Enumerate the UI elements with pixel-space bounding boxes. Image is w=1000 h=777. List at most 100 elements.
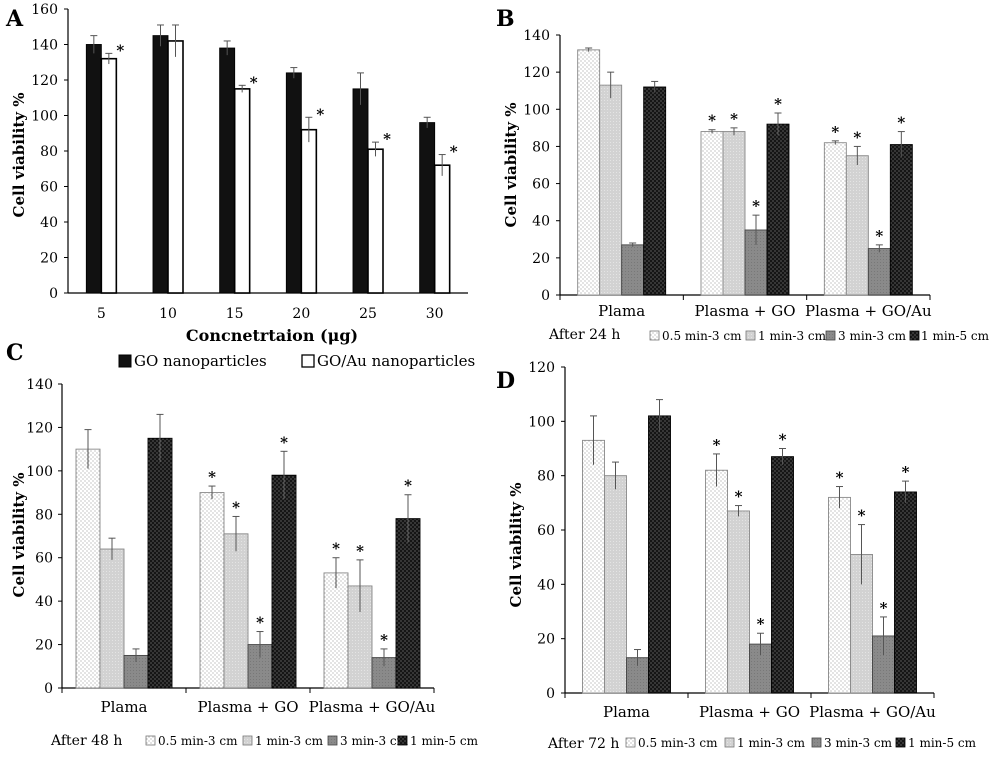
significance-star: *: [779, 431, 787, 449]
significance-star: *: [757, 615, 765, 633]
significance-star: *: [450, 143, 458, 161]
category-label: 10: [159, 306, 177, 322]
significance-star: *: [730, 110, 738, 128]
legend-c: 0.5 min-3 cm 1 min-3 cm 3 min-3 cm 1 min…: [145, 734, 479, 748]
legend-label-c-0: 0.5 min-3 cm: [158, 734, 238, 748]
y-tick-label: 80: [537, 469, 555, 485]
legend-label-c-3: 1 min-5 cm: [410, 734, 479, 748]
significance-star: *: [831, 123, 839, 141]
significance-star: *: [774, 95, 782, 113]
y-tick-label: 100: [528, 414, 555, 430]
bar: [223, 533, 249, 689]
y-axis-label-d: Cell viability %: [507, 483, 525, 608]
y-tick-label: 100: [26, 464, 53, 480]
bar: [285, 72, 302, 294]
bar: [582, 439, 605, 694]
bar: [705, 469, 728, 694]
y-tick-label: 0: [49, 286, 58, 302]
significance-star: *: [897, 114, 905, 132]
significance-star: *: [256, 614, 264, 632]
bar: [100, 57, 118, 294]
bar: [722, 131, 746, 296]
significance-star: *: [708, 112, 716, 130]
legend-swatch-b-2: [825, 330, 836, 341]
bar: [766, 123, 790, 296]
category-label: 5: [97, 306, 106, 322]
y-tick-label: 140: [523, 28, 550, 44]
bar: [894, 491, 917, 694]
category-label: Plasma + GO: [197, 698, 298, 716]
bar: [233, 88, 251, 294]
legend-label-b-0: 0.5 min-3 cm: [662, 329, 742, 343]
panel-c: C Cell viability % After 48 h 0.5 min-3 …: [6, 340, 479, 749]
bar: [823, 142, 847, 296]
category-label: 15: [226, 306, 244, 322]
y-tick-label: 20: [35, 638, 53, 654]
bar: [889, 144, 913, 296]
legend-label-b-3: 1 min-5 cm: [921, 329, 990, 343]
significance-star: *: [404, 477, 412, 495]
bar: [433, 164, 451, 294]
y-tick-label: 80: [40, 144, 58, 160]
significance-star: *: [735, 488, 743, 506]
y-tick-label: 160: [31, 2, 58, 18]
bar: [599, 84, 623, 296]
y-tick-label: 40: [532, 214, 550, 230]
bar: [867, 248, 891, 296]
significance-star: *: [875, 227, 883, 245]
significance-star: *: [380, 631, 388, 649]
bar: [75, 448, 101, 689]
legend-swatch-c-0: [145, 735, 156, 746]
y-tick-label: 80: [35, 507, 53, 523]
bar: [621, 244, 645, 296]
bar: [147, 437, 173, 689]
legend-swatch-goau: [301, 354, 315, 368]
y-tick-label: 120: [528, 360, 555, 376]
category-label: Plasma + GO: [699, 703, 800, 721]
bar: [604, 475, 627, 694]
bar: [648, 415, 671, 694]
significance-star: *: [280, 433, 288, 451]
legend-swatch-c-3: [397, 735, 408, 746]
bar: [727, 510, 750, 694]
time-note-b: After 24 h: [548, 327, 620, 343]
significance-star: *: [232, 498, 240, 516]
y-tick-label: 60: [532, 177, 550, 193]
panel-letter-c: C: [6, 340, 24, 366]
significance-star: *: [250, 73, 258, 91]
y-axis-label-b: Cell viability %: [502, 103, 520, 228]
legend-label-d-0: 0.5 min-3 cm: [638, 736, 718, 750]
y-tick-label: 40: [537, 577, 555, 593]
legend-label-goau: GO/Au nanoparticles: [317, 352, 475, 370]
bar: [271, 474, 297, 689]
significance-star: *: [880, 599, 888, 617]
significance-star: *: [356, 542, 364, 560]
bar: [323, 572, 349, 689]
bar: [352, 88, 369, 294]
time-note-d: After 72 h: [547, 736, 619, 752]
significance-star: *: [858, 507, 866, 525]
significance-star: *: [383, 130, 391, 148]
bar: [99, 548, 125, 689]
legend-swatch-d-2: [811, 737, 822, 748]
legend-label-d-3: 1 min-5 cm: [908, 736, 977, 750]
panel-letter-d: D: [496, 368, 515, 394]
bar: [845, 155, 869, 296]
legend-swatch-c-2: [327, 735, 338, 746]
legend-d: 0.5 min-3 cm 1 min-3 cm 3 min-3 cm 1 min…: [625, 736, 977, 750]
significance-star: *: [853, 128, 861, 146]
y-tick-label: 100: [523, 102, 550, 118]
category-label: 30: [426, 306, 444, 322]
y-tick-label: 80: [532, 139, 550, 155]
bar: [771, 456, 794, 694]
panel-b: B Cell viability % After 24 h 0.5 min-3 …: [496, 6, 990, 343]
legend-label-d-1: 1 min-3 cm: [737, 736, 806, 750]
y-axis-label-c: Cell viability %: [10, 473, 28, 598]
category-label: Plasma + GO/Au: [809, 703, 936, 721]
y-tick-label: 0: [44, 681, 53, 697]
category-label: Plasma + GO/Au: [309, 698, 436, 716]
bar: [367, 148, 384, 294]
category-label: Plama: [598, 302, 645, 320]
legend-label-c-1: 1 min-3 cm: [255, 734, 324, 748]
